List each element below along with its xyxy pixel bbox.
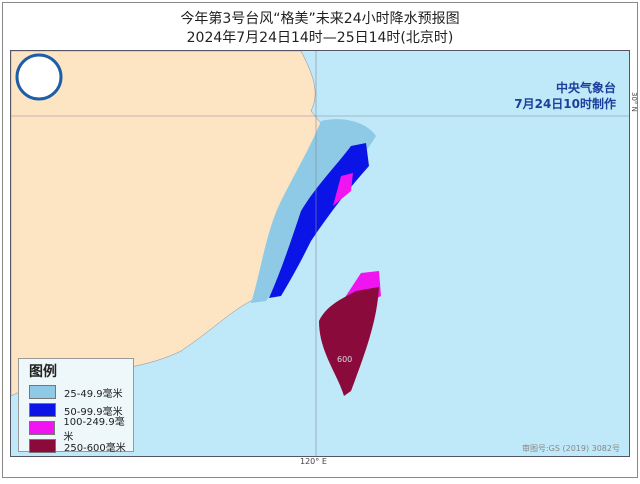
legend-swatch — [29, 385, 56, 399]
map-title: 今年第3号台风“格美”未来24小时降水预报图 — [180, 11, 460, 27]
legend-label: 25-49.9毫米 — [64, 388, 123, 400]
figure-frame — [2, 2, 638, 478]
max-rain-label: 600 — [337, 355, 353, 364]
longitude-label: 120° E — [300, 457, 327, 466]
taiwan-250 — [319, 287, 379, 396]
legend-item: 250-600毫米 — [29, 437, 133, 455]
legend-label: 250-600毫米 — [64, 442, 126, 454]
legend-item: 100-249.9毫米 — [29, 417, 133, 443]
legend-item: 25-49.9毫米 — [29, 383, 133, 401]
latitude-label: 30° N — [630, 92, 638, 112]
legend-label: 100-249.9毫米 — [63, 417, 125, 443]
issuer-block: 中央气象台 7月24日10时制作 — [514, 80, 616, 112]
legend-swatch — [29, 421, 56, 435]
rain-100 — [333, 173, 353, 206]
legend-swatch — [29, 403, 56, 417]
map-subtitle: 2024年7月24日14时—25日14时(北京时) — [186, 30, 454, 46]
legend-swatch — [29, 439, 56, 453]
legend-title: 图例 — [29, 364, 57, 380]
cma-logo — [15, 53, 63, 101]
issued-time: 7月24日10时制作 — [514, 97, 616, 111]
legend-label: 50-99.9毫米 — [64, 406, 123, 418]
legend-item: 50-99.9毫米 — [29, 401, 133, 419]
map-canvas — [10, 50, 630, 457]
approval-number: 审图号:GS (2019) 3082号 — [521, 444, 620, 453]
legend: 图例 25-49.9毫米 50-99.9毫米 100-249.9毫米 250-600毫… — [18, 358, 134, 455]
agency-name: 中央气象台 — [555, 81, 616, 95]
